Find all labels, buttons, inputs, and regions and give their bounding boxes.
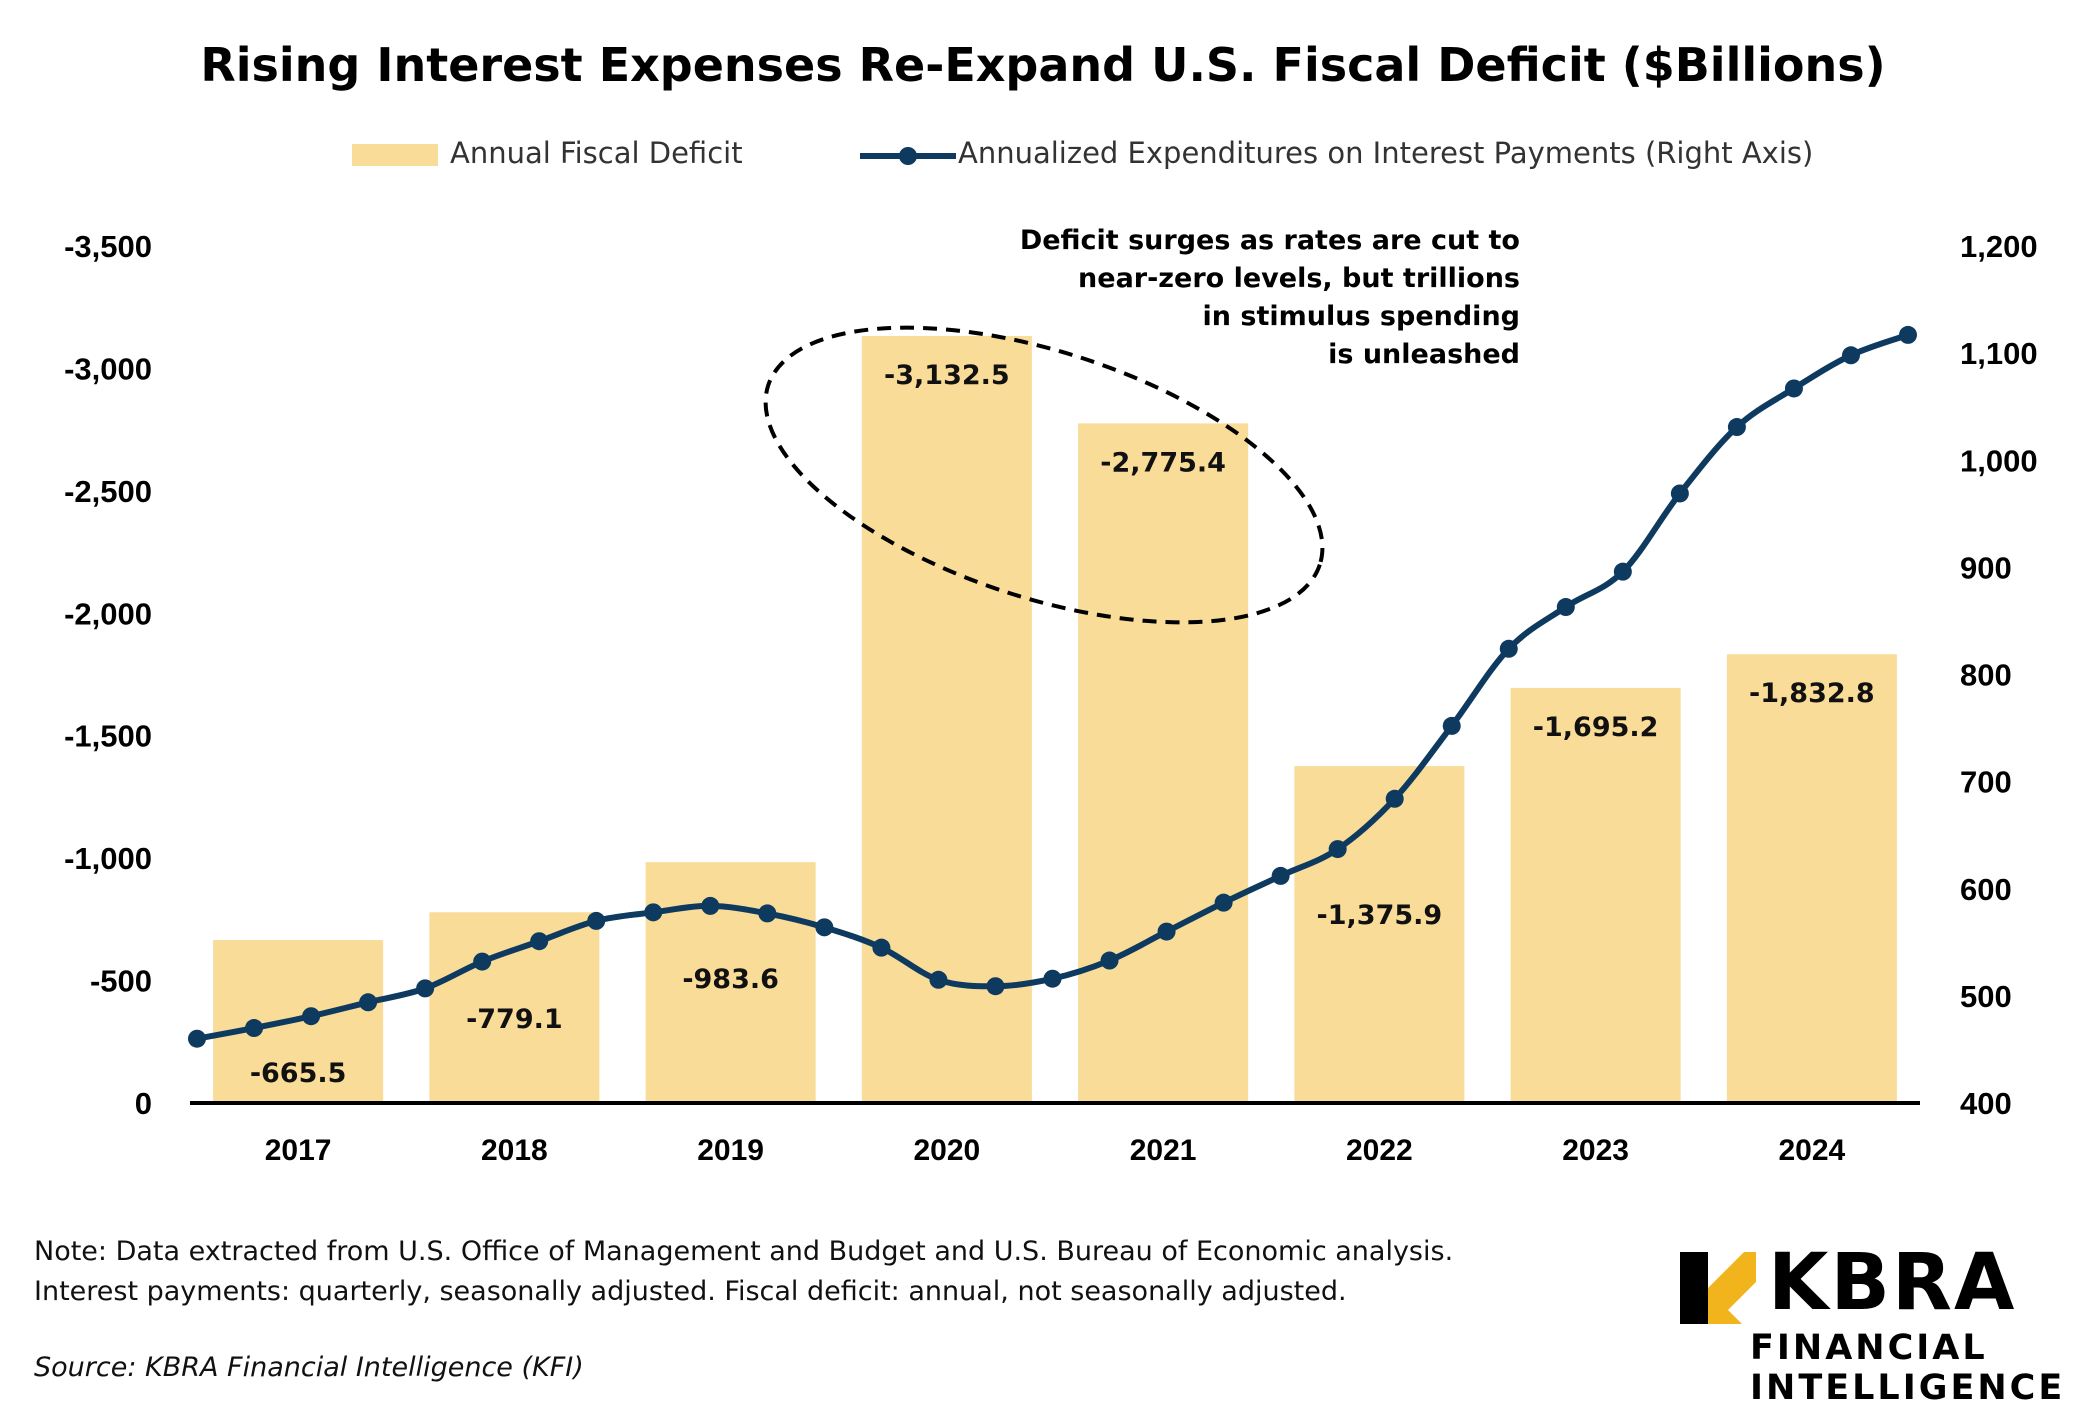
right-tick-label: 1,200 <box>1960 229 2038 264</box>
interest-point <box>986 977 1005 996</box>
label-layer: -665.5 -779.1 -983.6 -3,132.5 -2,775.4 -1,375… <box>64 229 2037 1167</box>
left-tick-label: 0 <box>135 1086 152 1121</box>
x-tick-label: 2019 <box>697 1134 764 1167</box>
annotation-text: Deficit surges as rates are cut to near-… <box>940 222 1520 374</box>
interest-point <box>1499 639 1518 658</box>
interest-point <box>359 993 378 1012</box>
interest-line <box>196 332 1910 1042</box>
x-tick-label: 2017 <box>265 1134 332 1167</box>
kbra-logo-mark-icon <box>1680 1252 1756 1324</box>
bar-value-label: -2,775.4 <box>1100 447 1226 478</box>
logo-subtitle-line-1: FINANCIAL <box>1750 1328 1988 1368</box>
interest-point <box>1328 840 1347 859</box>
bar <box>645 862 816 1103</box>
interest-point <box>1670 484 1689 503</box>
interest-point <box>1157 922 1176 941</box>
logo-subtitle-line-2: INTELLIGENCE <box>1750 1368 2066 1408</box>
interest-point <box>530 932 549 951</box>
bar <box>861 335 1032 1103</box>
bar-value-label: -1,695.2 <box>1533 712 1659 743</box>
bar-value-label: -1,375.9 <box>1317 900 1443 931</box>
legend-line-icon <box>860 147 956 165</box>
note-line-1: Note: Data extracted from U.S. Office of… <box>34 1236 1454 1267</box>
annotation-line: near-zero levels, but trillions <box>1078 263 1520 294</box>
left-tick-label: -1,500 <box>64 719 152 754</box>
bar <box>1078 423 1249 1104</box>
right-tick-label: 1,100 <box>1960 336 2038 371</box>
bar-value-label: -983.6 <box>682 964 779 995</box>
left-tick-label: -2,500 <box>64 474 152 509</box>
bar <box>1294 766 1465 1103</box>
bar <box>429 912 600 1103</box>
chart-title: Rising Interest Expenses Re-Expand U.S. … <box>200 38 1886 92</box>
legend-bar-label: Annual Fiscal Deficit <box>450 136 743 170</box>
right-tick-label: 900 <box>1960 550 2012 585</box>
interest-point <box>815 918 834 937</box>
bars-layer <box>213 335 1897 1104</box>
interest-point <box>1613 562 1632 581</box>
legend-line-label: Annualized Expenditures on Interest Paym… <box>958 136 1814 170</box>
interest-point <box>1214 893 1233 912</box>
chart-legend: Annual Fiscal Deficit Annualized Expendi… <box>0 136 2086 176</box>
logo-wordmark: KBRA <box>1768 1238 2017 1328</box>
right-tick-label: 400 <box>1960 1086 2012 1121</box>
legend-bar-swatch <box>352 144 438 166</box>
interest-point <box>1385 789 1404 808</box>
annotation-line: Deficit surges as rates are cut to <box>1019 225 1520 256</box>
note-line-2: Interest payments: quarterly, seasonally… <box>34 1276 1347 1307</box>
interest-point <box>1100 951 1119 970</box>
interest-point <box>1899 325 1917 344</box>
interest-point <box>473 952 492 971</box>
interest-point <box>1727 418 1746 437</box>
bar-value-label: -665.5 <box>250 1058 347 1089</box>
x-tick-label: 2023 <box>1562 1134 1629 1167</box>
left-tick-label: -500 <box>90 964 152 999</box>
right-tick-label: 600 <box>1960 872 2012 907</box>
interest-point <box>1556 598 1575 617</box>
interest-point <box>644 903 663 922</box>
annotation-ellipse-layer <box>763 325 1325 625</box>
interest-point <box>188 1029 206 1048</box>
bar <box>1510 687 1681 1103</box>
bar-value-label: -779.1 <box>466 1004 563 1035</box>
x-tick-label: 2021 <box>1130 1134 1197 1167</box>
interest-point <box>1271 866 1290 885</box>
left-tick-label: -3,500 <box>64 229 152 264</box>
annotation-line: in stimulus spending <box>1202 301 1520 332</box>
interest-point <box>416 979 435 998</box>
x-tick-label: 2024 <box>1779 1134 1846 1167</box>
right-tick-label: 1,000 <box>1960 443 2038 478</box>
bar-value-label: -3,132.5 <box>884 360 1010 391</box>
x-tick-label: 2020 <box>914 1134 981 1167</box>
interest-point <box>1442 716 1461 735</box>
interest-point <box>1841 346 1860 365</box>
interest-point <box>929 970 948 989</box>
interest-point <box>701 896 720 915</box>
interest-point <box>872 938 891 957</box>
interest-point <box>245 1019 264 1038</box>
source-text: Source: KBRA Financial Intelligence (KFI… <box>34 1352 584 1383</box>
kbra-logo: KBRA FINANCIAL INTELLIGENCE <box>1680 1238 2080 1422</box>
annotation-ellipse <box>763 325 1325 625</box>
right-tick-label: 500 <box>1960 979 2012 1014</box>
left-tick-label: -2,000 <box>64 596 152 631</box>
bar <box>1726 654 1897 1103</box>
interest-point <box>587 911 606 930</box>
right-tick-label: 800 <box>1960 658 2012 693</box>
bar-value-label: -1,832.8 <box>1749 678 1875 709</box>
x-tick-label: 2018 <box>481 1134 548 1167</box>
interest-point <box>758 904 777 923</box>
interest-point <box>1784 379 1803 398</box>
annotation-line: is unleashed <box>1328 339 1520 370</box>
right-tick-label: 700 <box>1960 765 2012 800</box>
interest-point <box>302 1007 321 1026</box>
line-layer <box>188 325 1917 1048</box>
left-tick-label: -3,000 <box>64 351 152 386</box>
interest-point <box>1043 969 1062 988</box>
x-tick-label: 2022 <box>1346 1134 1413 1167</box>
left-tick-label: -1,000 <box>64 841 152 876</box>
